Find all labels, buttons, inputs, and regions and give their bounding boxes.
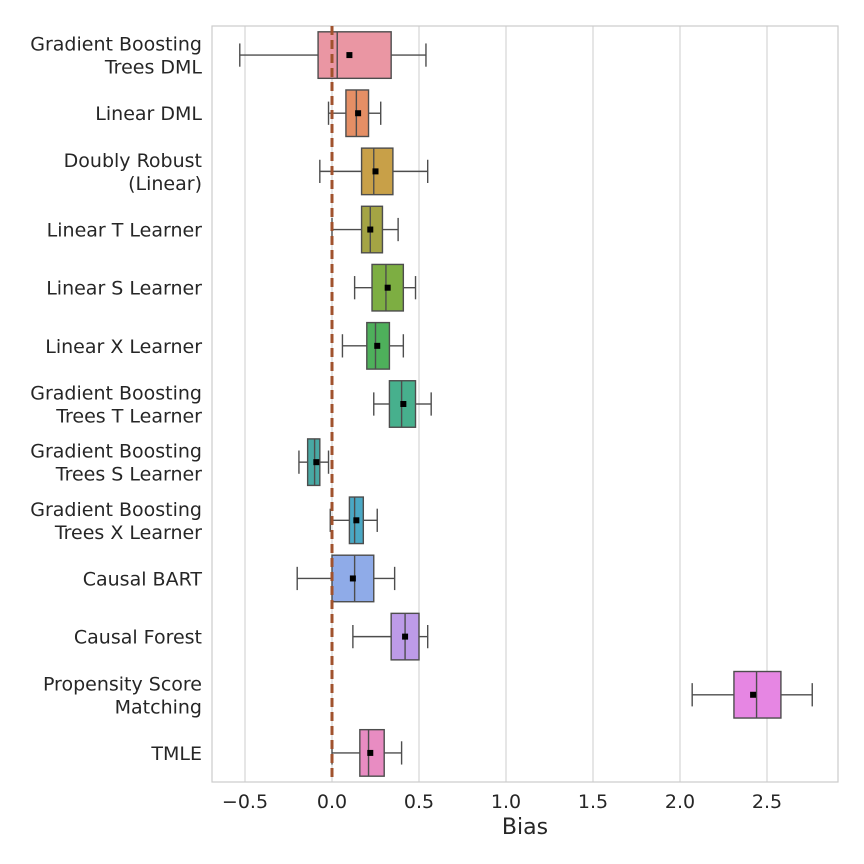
box-plot-item — [373, 380, 432, 428]
mean-marker — [384, 284, 391, 291]
x-tick-label: 2.0 — [665, 791, 695, 813]
x-axis-label: Bias — [502, 815, 548, 840]
category-label: Linear X Learner — [45, 336, 202, 358]
box-plot-item — [319, 147, 429, 196]
category-label: TMLE — [150, 743, 202, 765]
x-tick-label: 2.5 — [752, 791, 782, 813]
category-label: Trees DML — [104, 57, 203, 79]
box-iqr — [733, 670, 782, 719]
category-label: Causal BART — [83, 568, 203, 590]
mean-marker — [355, 110, 362, 117]
category-label: Trees X Learner — [54, 522, 202, 544]
mean-marker — [402, 633, 409, 640]
mean-marker — [400, 401, 407, 407]
x-tick-label: 0.0 — [317, 791, 347, 813]
category-label: (Linear) — [128, 173, 202, 195]
box-plot-item — [352, 612, 429, 661]
mean-marker — [349, 575, 356, 582]
category-label: Gradient Boosting — [30, 441, 202, 463]
category-label: Gradient Boosting — [30, 383, 202, 405]
box-plots — [239, 31, 813, 777]
category-label: Linear S Learner — [46, 278, 202, 300]
category-label: Gradient Boosting — [30, 34, 202, 56]
plot-area-frame — [211, 25, 839, 783]
box-plot-item — [298, 438, 330, 487]
box-plot-item — [239, 31, 427, 80]
box-iqr — [317, 31, 392, 80]
box-plot-item — [691, 670, 813, 719]
category-label: Gradient Boosting — [30, 499, 202, 521]
box-plot-item — [331, 728, 403, 777]
box-plot-item — [341, 321, 405, 370]
category-label: Trees S Learner — [55, 464, 202, 486]
mean-marker — [346, 52, 353, 59]
mean-marker — [367, 226, 374, 233]
mean-marker — [367, 749, 374, 756]
mean-marker — [313, 459, 320, 466]
mean-marker — [353, 517, 360, 524]
x-tick-labels: −0.5 0.0 0.5 1.0 1.5 2.0 2.5 — [222, 791, 782, 813]
box-plot-item — [327, 89, 382, 138]
category-label: Trees T Learner — [55, 406, 202, 428]
mean-marker — [372, 168, 379, 175]
x-tick-label: −0.5 — [222, 791, 268, 813]
category-label: Linear DML — [95, 103, 202, 125]
box-plot-item — [353, 263, 417, 312]
grid-lines — [244, 26, 768, 782]
category-label: Propensity Score — [43, 673, 202, 695]
mean-marker — [750, 691, 757, 698]
box-plot-item — [329, 496, 378, 545]
mean-marker — [374, 342, 381, 349]
category-label: Doubly Robust — [64, 150, 202, 172]
x-tick-label: 1.5 — [578, 791, 608, 813]
category-label: Matching — [115, 696, 202, 718]
category-label: Linear T Learner — [47, 220, 203, 242]
x-tick-label: 0.5 — [404, 791, 434, 813]
x-tick-label: 1.0 — [491, 791, 521, 813]
category-label: Causal Forest — [74, 627, 202, 649]
box-plot-item — [331, 205, 399, 254]
box-plot-item — [296, 554, 396, 603]
